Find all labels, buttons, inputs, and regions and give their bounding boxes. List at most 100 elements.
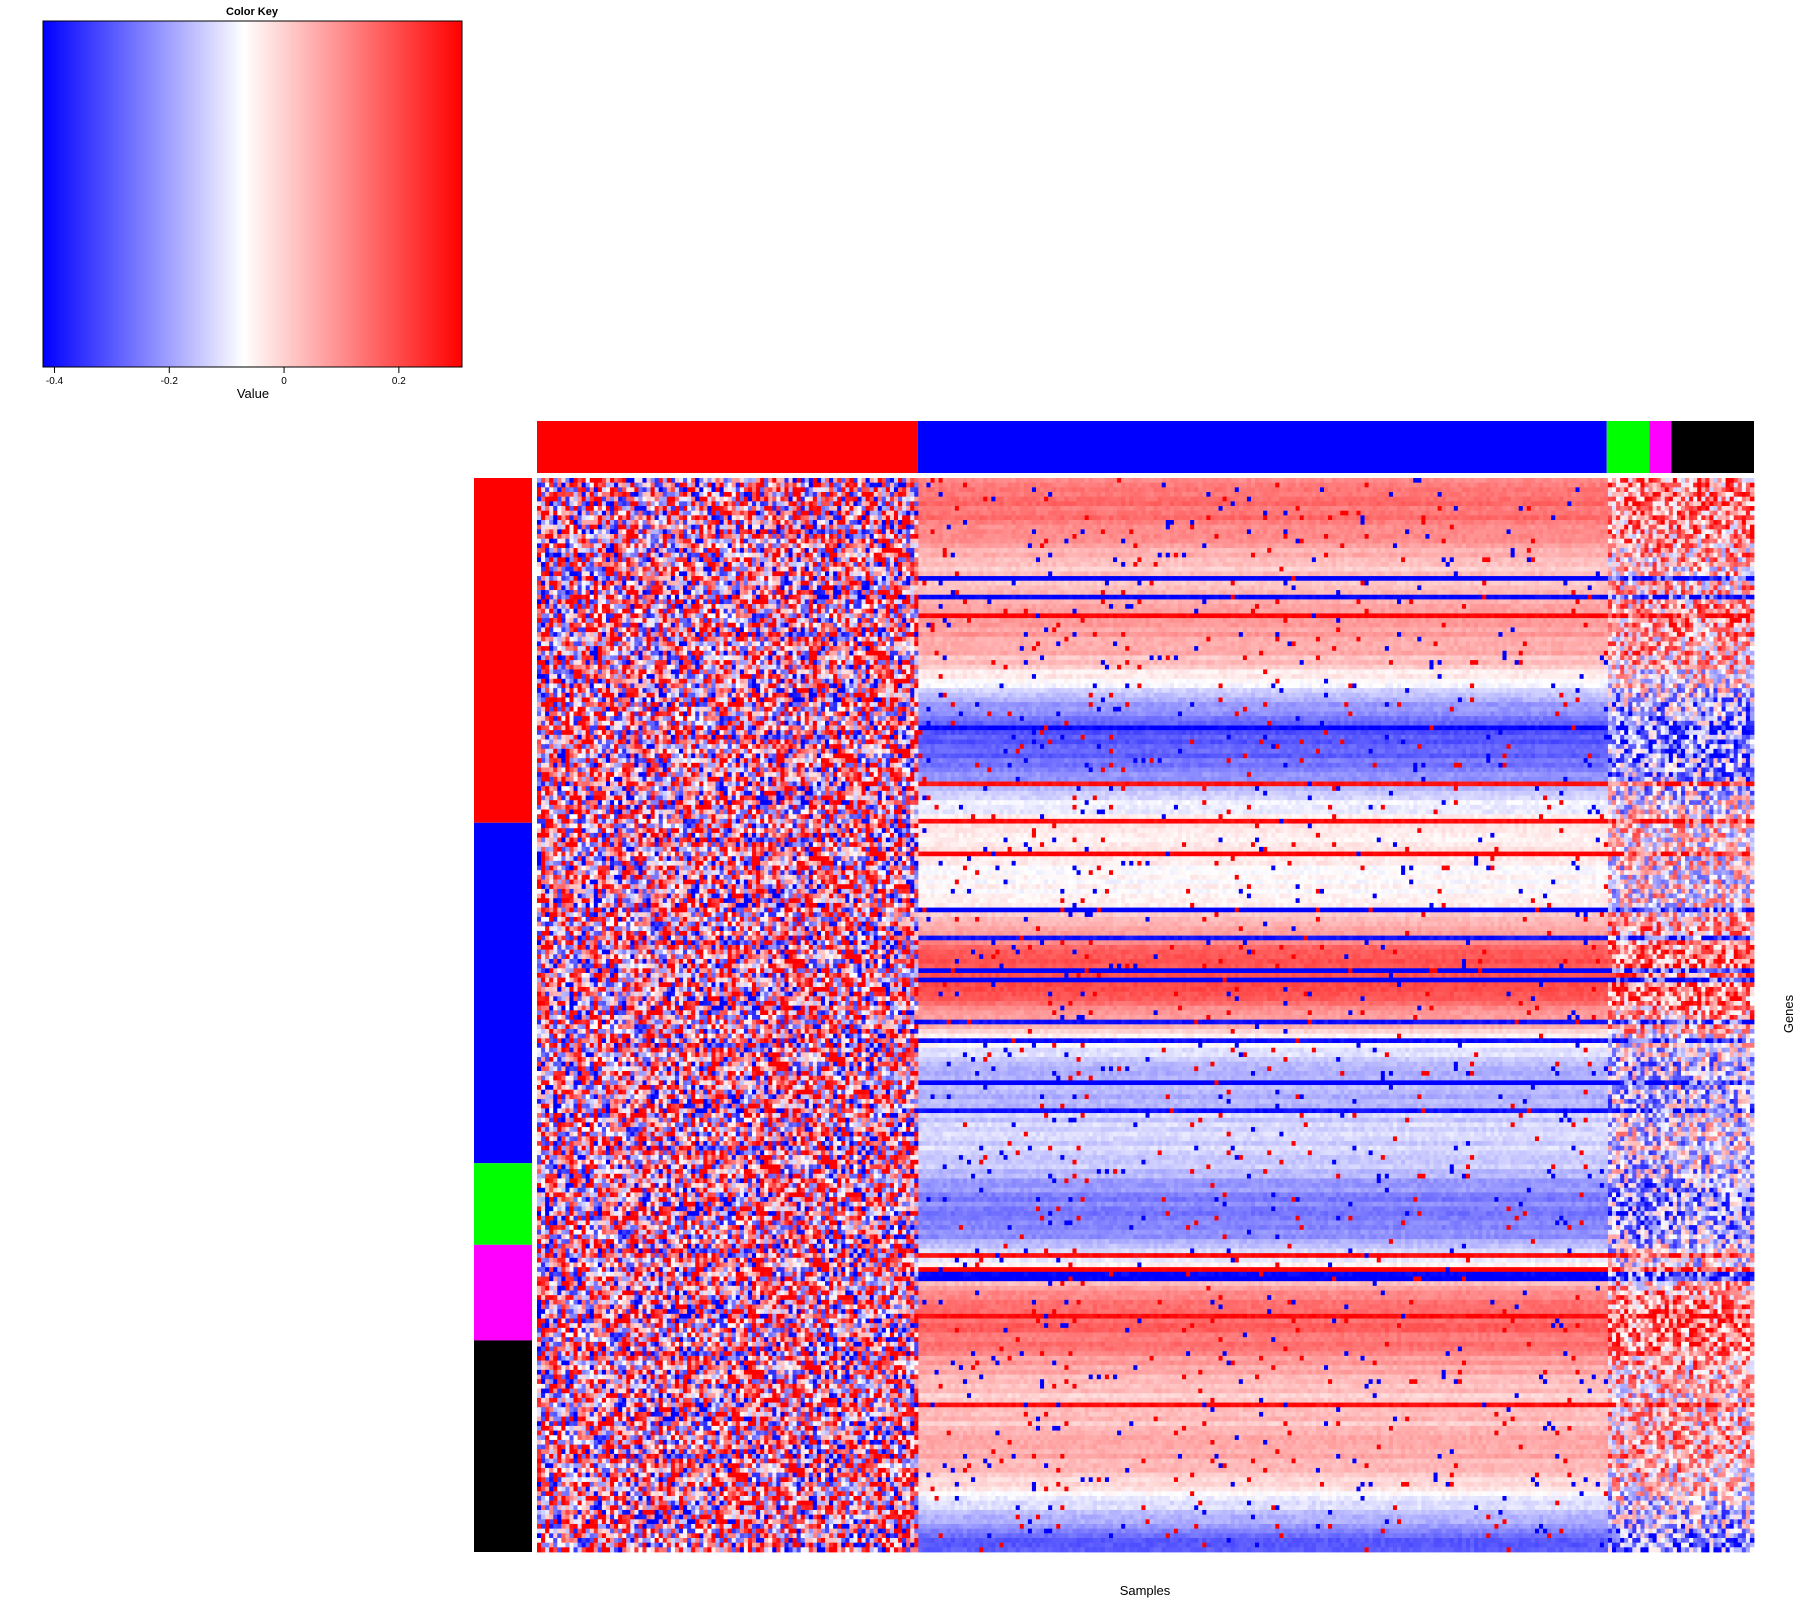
heatmap-cell (756, 492, 760, 497)
heatmap-cell (768, 511, 772, 516)
heatmap-cell (1263, 529, 1267, 534)
heatmap-cell (1628, 492, 1632, 497)
heatmap-cell (1150, 511, 1154, 516)
heatmap-cell (1653, 492, 1657, 497)
heatmap-cell (1300, 506, 1304, 511)
heatmap-cell (1385, 506, 1389, 511)
heatmap-cell (1466, 506, 1470, 511)
heatmap-cell (1693, 478, 1697, 483)
heatmap-cell (1580, 525, 1584, 530)
heatmap-cell (1571, 511, 1575, 516)
heatmap-cell (537, 534, 541, 539)
heatmap-cell (1373, 478, 1377, 483)
heatmap-cell (569, 511, 573, 516)
row-group-4 (474, 1340, 532, 1552)
heatmap-cell (1077, 483, 1081, 488)
heatmap-cell (561, 497, 565, 502)
heatmap-cell (890, 501, 894, 506)
heatmap-cell (1486, 511, 1490, 516)
heatmap-cell (1300, 487, 1304, 492)
heatmap-cell (699, 511, 703, 516)
heatmap-cell (1486, 478, 1490, 483)
heatmap-cell (610, 529, 614, 534)
heatmap-cell (711, 478, 715, 483)
heatmap-cell (1726, 483, 1730, 488)
heatmap-cell (1085, 483, 1098, 488)
heatmap-cell (1247, 534, 1251, 539)
heatmap-cell (1267, 492, 1271, 497)
heatmap-cell (1746, 511, 1750, 516)
heatmap-cell (1255, 534, 1259, 539)
heatmap-cell (878, 483, 882, 488)
heatmap-cell (1004, 497, 1008, 502)
heatmap-cell (931, 520, 935, 525)
heatmap-cell (943, 506, 947, 511)
heatmap-cell (1401, 515, 1405, 520)
heatmap-cell (715, 483, 719, 488)
heatmap-cell (890, 539, 894, 544)
heatmap-cell (898, 497, 902, 502)
heatmap-cell (768, 492, 772, 497)
heatmap-cell (862, 492, 875, 497)
heatmap-cell (553, 515, 557, 520)
heatmap-cell (1194, 483, 1198, 488)
heatmap-cell (1494, 511, 1498, 516)
heatmap-cell (1624, 534, 1628, 539)
heatmap-cell (582, 539, 586, 544)
heatmap-cell (1393, 487, 1397, 492)
heatmap-cell (537, 497, 541, 502)
heatmap-cell (841, 487, 845, 492)
heatmap-cell (1681, 529, 1685, 534)
heatmap-cell (1507, 515, 1511, 520)
heatmap-cell (1490, 483, 1494, 488)
heatmap-cell (549, 525, 553, 530)
heatmap-cell (1219, 492, 1223, 497)
heatmap-cell (1320, 515, 1324, 520)
heatmap-cell (1628, 520, 1632, 525)
heatmap-cell (1608, 529, 1612, 534)
heatmap-cell (1381, 515, 1385, 520)
heatmap-cell (1502, 525, 1506, 530)
heatmap-cell (1523, 515, 1527, 520)
heatmap-cell (1726, 501, 1730, 506)
heatmap-cell (1300, 501, 1304, 506)
heatmap-cell (1206, 487, 1210, 492)
heatmap-cell (1121, 501, 1125, 506)
heatmap-cell (1133, 529, 1137, 534)
heatmap-cell (1166, 520, 1175, 525)
heatmap-cell (999, 520, 1003, 525)
heatmap-cell (659, 511, 663, 516)
heatmap-cell (849, 478, 853, 483)
heatmap-cell (1113, 534, 1117, 539)
heatmap-cell (999, 515, 1003, 520)
heatmap-cell (853, 501, 857, 506)
heatmap-cell (683, 529, 687, 534)
heatmap-cell (728, 520, 732, 525)
heatmap-cell (1048, 529, 1052, 534)
heatmap-cell (793, 501, 797, 506)
heatmap-cell (1478, 520, 1482, 525)
heatmap-cell (1689, 501, 1693, 506)
heatmap-cell (728, 506, 732, 511)
heatmap-cell (1738, 492, 1742, 497)
heatmap-cell (1644, 487, 1648, 492)
heatmap-cell (622, 487, 626, 492)
heatmap-cell (829, 515, 833, 520)
heatmap-cell (922, 511, 926, 516)
heatmap-cell (1478, 515, 1482, 520)
heatmap-cell (1170, 506, 1174, 511)
heatmap-cell (1365, 511, 1369, 516)
heatmap-cell (963, 483, 967, 488)
heatmap-cell (541, 492, 545, 497)
heatmap-cell (1239, 492, 1243, 497)
heatmap-cell (1365, 501, 1369, 506)
heatmap-cell (1636, 534, 1640, 539)
heatmap-cell (606, 501, 610, 506)
heatmap-cell (1519, 525, 1523, 530)
heatmap-cell (789, 539, 793, 544)
heatmap-cell (1385, 515, 1389, 520)
heatmap-cell (1409, 534, 1413, 539)
heatmap-cell (1056, 483, 1060, 488)
heatmap-cell (638, 534, 642, 539)
heatmap-cell (1137, 520, 1141, 525)
